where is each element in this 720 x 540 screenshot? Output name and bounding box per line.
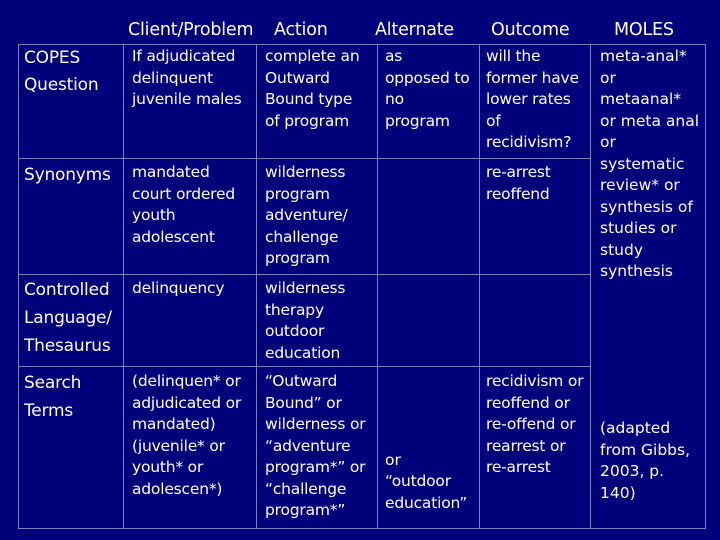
grid-line bbox=[18, 158, 590, 159]
header-alternate: Alternate bbox=[375, 20, 454, 40]
search-outcome-cell: recidivism or reoffend or re-offend or r… bbox=[486, 372, 584, 476]
row-label-copes: COPES Question bbox=[24, 48, 99, 95]
grid-line bbox=[590, 44, 591, 528]
synonyms-outcome-cell: re-arrest reoffend bbox=[486, 163, 551, 203]
grid-line bbox=[18, 366, 590, 367]
copes-alternate-cell: as opposed to no program bbox=[385, 47, 470, 130]
controlled-action-cell: wilderness therapy outdoor education bbox=[265, 279, 346, 362]
header-action: Action bbox=[274, 20, 328, 40]
synonyms-action-cell: wilderness program adventure/ challenge … bbox=[265, 163, 348, 267]
search-client-cell: (delinquen* or adjudicated or mandated) … bbox=[132, 372, 242, 498]
copes-outcome-cell: will the former have lower rates of reci… bbox=[486, 47, 579, 151]
controlled-client-cell: delinquency bbox=[132, 279, 225, 297]
copes-action-cell: complete an Outward Bound type of progra… bbox=[265, 47, 360, 130]
grid-line bbox=[18, 44, 706, 45]
row-label-search: Search Terms bbox=[24, 373, 82, 421]
grid-line bbox=[18, 274, 590, 275]
grid-line bbox=[705, 44, 706, 528]
moles-citation: (adapted from Gibbs, 2003, p. 140) bbox=[600, 419, 690, 502]
header-outcome: Outcome bbox=[491, 20, 570, 40]
copes-client-cell: If adjudicated delinquent juvenile males bbox=[132, 47, 242, 108]
search-alternate-cell: “outdoor education” bbox=[385, 472, 468, 512]
synonyms-client-cell: mandated court ordered youth adolescent bbox=[132, 163, 235, 246]
moles-terms: meta-anal* or metaanal* or meta anal or … bbox=[600, 47, 700, 280]
row-label-controlled: Controlled Language/ Thesaurus bbox=[24, 280, 112, 356]
search-action-cell: “Outward Bound” or wilderness or “advent… bbox=[265, 372, 366, 519]
row-label-synonyms: Synonyms bbox=[24, 165, 111, 185]
grid-line bbox=[18, 528, 706, 529]
grid-line bbox=[479, 44, 480, 528]
grid-line bbox=[256, 44, 257, 528]
grid-line bbox=[123, 44, 124, 528]
header-client-problem: Client/Problem bbox=[128, 20, 254, 40]
grid-line bbox=[377, 44, 378, 528]
search-alternate-or: or bbox=[385, 451, 401, 469]
header-moles: MOLES bbox=[614, 20, 674, 40]
grid-line bbox=[18, 44, 19, 528]
